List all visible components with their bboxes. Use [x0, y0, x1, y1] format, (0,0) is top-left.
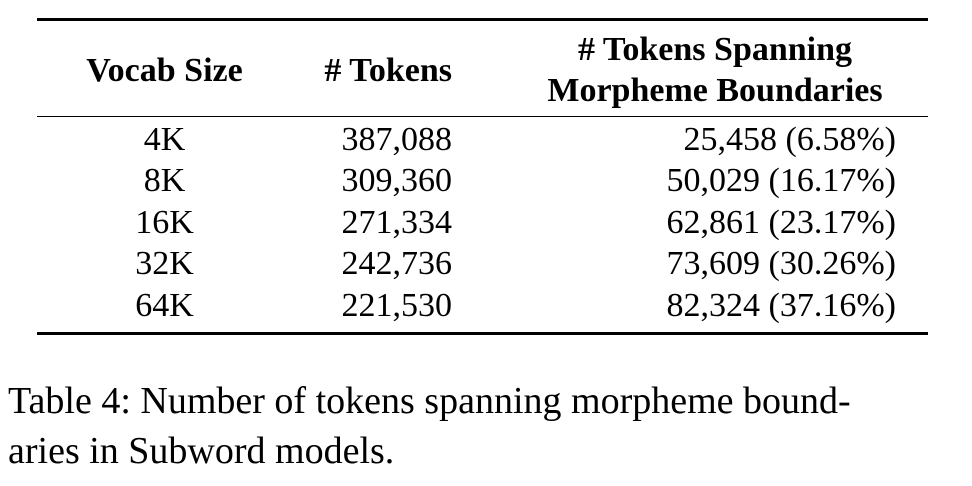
header-tokens-spanning-line2: Morpheme Boundaries	[547, 72, 883, 110]
cell-tokens: 271,334	[341, 203, 453, 241]
header-vocab-size: Vocab Size	[86, 51, 243, 89]
cell-vocab-size: 4K	[143, 120, 186, 158]
header-tokens: # Tokens	[324, 51, 452, 89]
table-row: 4K 387,088 25,458 (6.58%)	[37, 116, 928, 160]
cell-tokens-spanning: 73,609 (30.26%)	[666, 245, 896, 283]
cell-tokens: 242,736	[341, 245, 453, 283]
cell-vocab-size: 8K	[143, 162, 186, 200]
cell-tokens-spanning: 50,029 (16.17%)	[666, 162, 896, 200]
cell-vocab-size: 16K	[135, 203, 194, 241]
header-tokens-spanning-line1: # Tokens Spanning	[577, 31, 853, 68]
cell-vocab-size: 32K	[135, 245, 194, 283]
results-table-container: Vocab Size # Tokens # Tokens Spanning Mo…	[37, 18, 928, 335]
results-table: Vocab Size # Tokens # Tokens Spanning Mo…	[37, 18, 928, 335]
cell-tokens: 221,530	[341, 286, 453, 324]
table-header-row: Vocab Size # Tokens # Tokens Spanning Mo…	[37, 19, 928, 117]
table-row: 32K 242,736 73,609 (30.26%)	[37, 243, 928, 284]
header-tokens-spanning: # Tokens Spanning Morpheme Boundaries	[452, 20, 928, 117]
cell-tokens: 387,088	[341, 120, 453, 158]
table-caption-line2: aries in Subword models.	[8, 430, 395, 473]
cell-tokens-spanning: 25,458 (6.58%)	[683, 120, 896, 158]
table-row: 64K 221,530 82,324 (37.16%)	[37, 285, 928, 334]
table-caption-line1: Table 4: Number of tokens spanning morph…	[8, 380, 851, 422]
table-row: 16K 271,334 62,861 (23.17%)	[37, 202, 928, 243]
table-row: 8K 309,360 50,029 (16.17%)	[37, 160, 928, 201]
table-caption: Table 4: Number of tokens spanning morph…	[8, 376, 963, 476]
cell-tokens-spanning: 82,324 (37.16%)	[666, 286, 896, 324]
cell-tokens-spanning: 62,861 (23.17%)	[666, 203, 896, 241]
cell-tokens: 309,360	[341, 162, 453, 200]
cell-vocab-size: 64K	[135, 286, 194, 324]
